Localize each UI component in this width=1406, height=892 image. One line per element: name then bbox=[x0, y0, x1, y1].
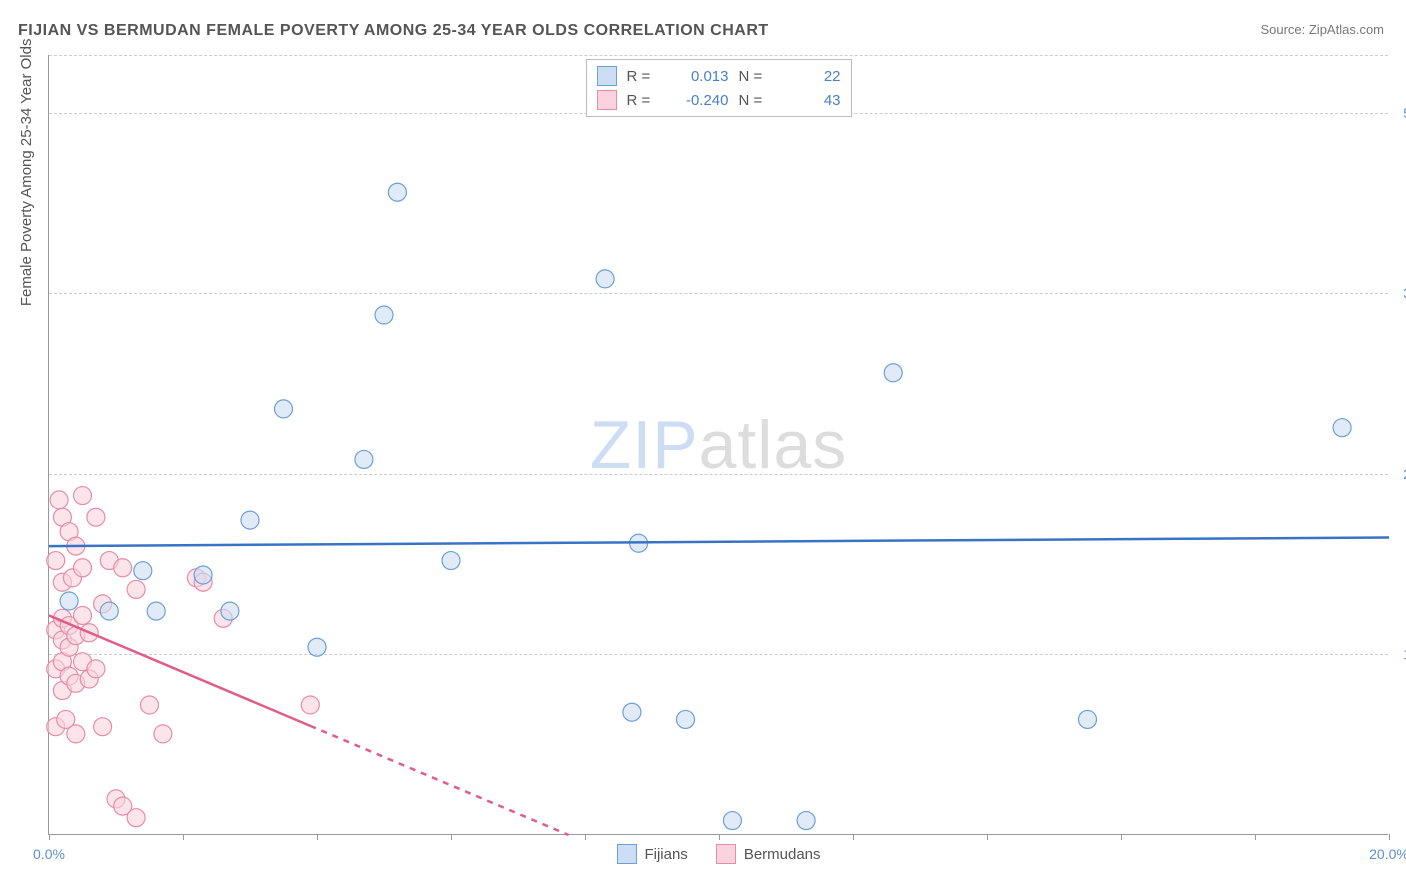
stat-label-n: N = bbox=[739, 68, 769, 85]
source-attribution: Source: ZipAtlas.com bbox=[1260, 22, 1384, 37]
stat-label-r: R = bbox=[627, 92, 657, 109]
y-axis-label: Female Poverty Among 25-34 Year Olds bbox=[18, 39, 35, 307]
legend-item-bermudans: Bermudans bbox=[716, 844, 821, 864]
stat-label-r: R = bbox=[627, 68, 657, 85]
y-tick-label: 37.5% bbox=[1393, 285, 1406, 301]
data-point bbox=[87, 660, 105, 678]
x-tick bbox=[1255, 834, 1256, 840]
data-point bbox=[194, 566, 212, 584]
data-point bbox=[141, 696, 159, 714]
y-tick-label: 12.5% bbox=[1393, 646, 1406, 662]
data-point bbox=[100, 602, 118, 620]
data-point bbox=[723, 812, 741, 830]
data-point bbox=[797, 812, 815, 830]
correlation-legend: R = 0.013 N = 22 R = -0.240 N = 43 bbox=[586, 59, 852, 117]
x-tick bbox=[1121, 834, 1122, 840]
x-tick bbox=[451, 834, 452, 840]
data-point bbox=[114, 559, 132, 577]
plot-area: ZIPatlas 12.5%25.0%37.5%50.0% 0.0%20.0% … bbox=[48, 55, 1388, 835]
data-point bbox=[94, 718, 112, 736]
data-point bbox=[74, 606, 92, 624]
data-point bbox=[74, 487, 92, 505]
data-point bbox=[147, 602, 165, 620]
regression-line bbox=[310, 726, 568, 835]
x-tick bbox=[719, 834, 720, 840]
y-tick-label: 25.0% bbox=[1393, 466, 1406, 482]
fijian-n-value: 22 bbox=[779, 68, 841, 85]
chart-title: FIJIAN VS BERMUDAN FEMALE POVERTY AMONG … bbox=[18, 22, 769, 40]
data-point bbox=[50, 491, 68, 509]
data-point bbox=[884, 364, 902, 382]
fijian-r-value: 0.013 bbox=[667, 68, 729, 85]
data-point bbox=[134, 562, 152, 580]
x-tick bbox=[1389, 834, 1390, 840]
data-point bbox=[623, 703, 641, 721]
data-point bbox=[87, 508, 105, 526]
data-point bbox=[74, 559, 92, 577]
data-point bbox=[677, 710, 695, 728]
data-point bbox=[60, 592, 78, 610]
data-point bbox=[1079, 710, 1097, 728]
data-point bbox=[388, 183, 406, 201]
legend-row-fijian: R = 0.013 N = 22 bbox=[597, 64, 841, 88]
data-point bbox=[154, 725, 172, 743]
data-point bbox=[275, 400, 293, 418]
x-tick bbox=[585, 834, 586, 840]
bermudan-n-value: 43 bbox=[779, 92, 841, 109]
y-tick-label: 50.0% bbox=[1393, 105, 1406, 121]
bermudan-r-value: -0.240 bbox=[667, 92, 729, 109]
swatch-icon bbox=[597, 66, 617, 86]
data-point bbox=[47, 552, 65, 570]
data-point bbox=[442, 552, 460, 570]
x-tick-label: 20.0% bbox=[1369, 846, 1406, 862]
swatch-icon bbox=[616, 844, 636, 864]
x-tick bbox=[853, 834, 854, 840]
data-point bbox=[221, 602, 239, 620]
data-point bbox=[241, 511, 259, 529]
legend-row-bermudan: R = -0.240 N = 43 bbox=[597, 88, 841, 112]
data-point bbox=[127, 580, 145, 598]
legend-label: Fijians bbox=[644, 846, 687, 863]
data-point bbox=[596, 270, 614, 288]
data-point bbox=[1333, 419, 1351, 437]
regression-line bbox=[49, 537, 1389, 546]
data-point bbox=[127, 809, 145, 827]
swatch-icon bbox=[597, 90, 617, 110]
legend-item-fijians: Fijians bbox=[616, 844, 687, 864]
data-point bbox=[67, 725, 85, 743]
x-tick bbox=[183, 834, 184, 840]
chart-svg bbox=[49, 55, 1388, 834]
series-legend: Fijians Bermudans bbox=[616, 844, 820, 864]
data-point bbox=[301, 696, 319, 714]
x-tick bbox=[987, 834, 988, 840]
legend-label: Bermudans bbox=[744, 846, 821, 863]
x-tick bbox=[317, 834, 318, 840]
x-tick bbox=[49, 834, 50, 840]
stat-label-n: N = bbox=[739, 92, 769, 109]
data-point bbox=[355, 450, 373, 468]
data-point bbox=[308, 638, 326, 656]
x-tick-label: 0.0% bbox=[33, 846, 65, 862]
data-point bbox=[375, 306, 393, 324]
swatch-icon bbox=[716, 844, 736, 864]
